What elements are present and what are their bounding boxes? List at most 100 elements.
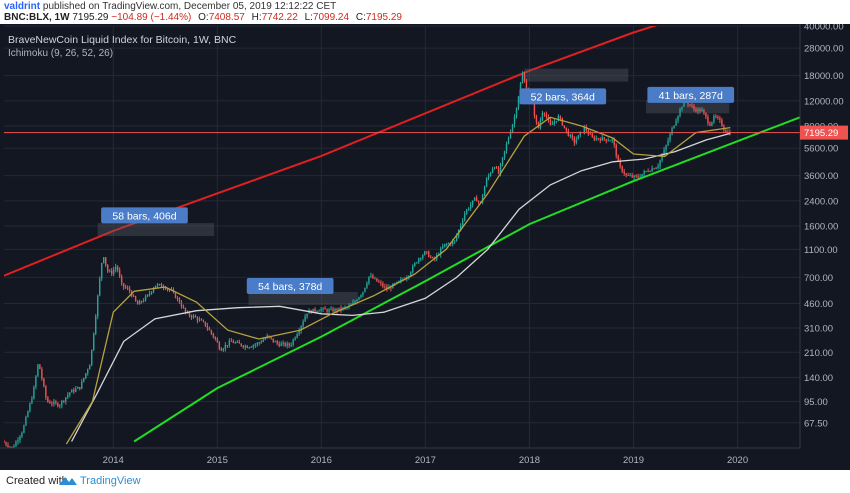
candle-body	[583, 127, 585, 133]
y-tick-label: 140.00	[804, 373, 833, 384]
candle-body	[196, 317, 199, 321]
candle-body	[294, 337, 296, 340]
candle-body	[597, 138, 599, 140]
candle-body	[250, 346, 252, 348]
candle-body	[681, 106, 683, 110]
candle-body	[19, 436, 21, 441]
candle-body	[282, 342, 284, 344]
candle-body	[336, 308, 338, 311]
candle-body	[105, 257, 107, 266]
candle-body	[497, 168, 500, 174]
candle-body	[543, 113, 546, 115]
candle-body	[116, 266, 119, 271]
candle-body	[270, 337, 272, 339]
candle-body	[557, 116, 560, 121]
candle-body	[328, 309, 330, 312]
candle-body	[262, 339, 264, 342]
candle-body	[5, 442, 7, 445]
candle-body	[258, 342, 260, 344]
candle-body	[563, 125, 566, 128]
candle-body	[182, 306, 185, 308]
candle-body	[509, 132, 512, 139]
candle-body	[234, 342, 237, 344]
candle-body	[699, 108, 701, 112]
candle-body	[595, 138, 597, 140]
candle-body	[416, 262, 418, 264]
candle-body	[414, 263, 416, 266]
candle-body	[669, 133, 671, 141]
candle-body	[27, 411, 29, 418]
candle-body	[703, 109, 705, 113]
candle-body	[521, 74, 524, 84]
candle-body	[695, 109, 697, 112]
candle-body	[561, 118, 564, 126]
y-tick-label: 67.50	[804, 418, 828, 429]
y-tick-label: 18000.00	[804, 71, 844, 82]
chart-header: valdrint published on TradingView.com, D…	[0, 0, 850, 24]
candle-body	[356, 299, 358, 302]
candle-body	[511, 124, 514, 133]
candle-body	[276, 341, 278, 344]
y-tick-label: 210.00	[804, 348, 833, 359]
candle-body	[21, 432, 23, 437]
candle-body	[208, 328, 211, 331]
candle-body	[304, 316, 306, 322]
candle-body	[306, 313, 308, 317]
price-chart[interactable]: 58 bars, 406d 54 bars, 378d 52 bars, 364d 4…	[0, 24, 850, 470]
candle-body	[551, 123, 554, 125]
candle-body	[645, 171, 647, 173]
candle-body	[635, 175, 637, 177]
candle-body	[89, 364, 91, 370]
candle-body	[461, 220, 464, 226]
candle-body	[575, 139, 578, 143]
candle-body	[75, 388, 77, 392]
candle-body	[61, 400, 63, 406]
candle-body	[637, 176, 639, 178]
candle-body	[160, 284, 163, 287]
bars-range-box	[524, 68, 629, 82]
candle-body	[316, 311, 318, 313]
candle-body	[440, 248, 442, 255]
candle-body	[53, 401, 55, 404]
candle-body	[719, 118, 721, 120]
candle-body	[95, 316, 97, 334]
candle-body	[246, 346, 248, 348]
bars-annotation: 54 bars, 378d	[246, 277, 334, 294]
candle-body	[505, 143, 508, 151]
candle-body	[51, 403, 53, 405]
candle-body	[158, 284, 161, 286]
candle-body	[447, 243, 450, 245]
candle-body	[41, 369, 43, 379]
candle-body	[621, 166, 623, 172]
candle-body	[128, 288, 131, 292]
bars-annotation: 41 bars, 287d	[647, 86, 735, 103]
candle-body	[222, 348, 225, 351]
candle-body	[79, 386, 81, 389]
candle-body	[17, 440, 19, 442]
candle-body	[91, 349, 93, 365]
x-tick-label: 2018	[519, 455, 540, 466]
plot-area: 58 bars, 406d 54 bars, 378d 52 bars, 364d 4…	[4, 26, 800, 448]
open-label: O:	[198, 12, 209, 23]
candle-body	[210, 330, 213, 334]
annotation-label: 41 bars, 287d	[659, 90, 723, 102]
tradingview-brand[interactable]: TradingView	[80, 475, 141, 487]
bars-annotation: 52 bars, 364d	[519, 88, 607, 105]
candle-body	[352, 302, 354, 306]
candle-body	[280, 343, 282, 346]
candle-body	[67, 394, 69, 398]
author-link[interactable]: valdrint	[4, 1, 41, 12]
change-value: −104.89 (−1.44%)	[111, 12, 192, 23]
candle-body	[118, 270, 121, 277]
candle-body	[649, 171, 651, 173]
candle-body	[298, 330, 300, 335]
candle-body	[25, 417, 27, 426]
candle-body	[218, 342, 221, 349]
candle-body	[428, 251, 430, 258]
candle-body	[114, 266, 117, 270]
chart-title: BraveNewCoin Liquid Index for Bitcoin, 1…	[8, 34, 237, 46]
created-with-text: Created with	[6, 475, 68, 487]
candle-body	[112, 269, 115, 274]
candle-body	[154, 285, 157, 289]
candle-body	[212, 333, 215, 337]
